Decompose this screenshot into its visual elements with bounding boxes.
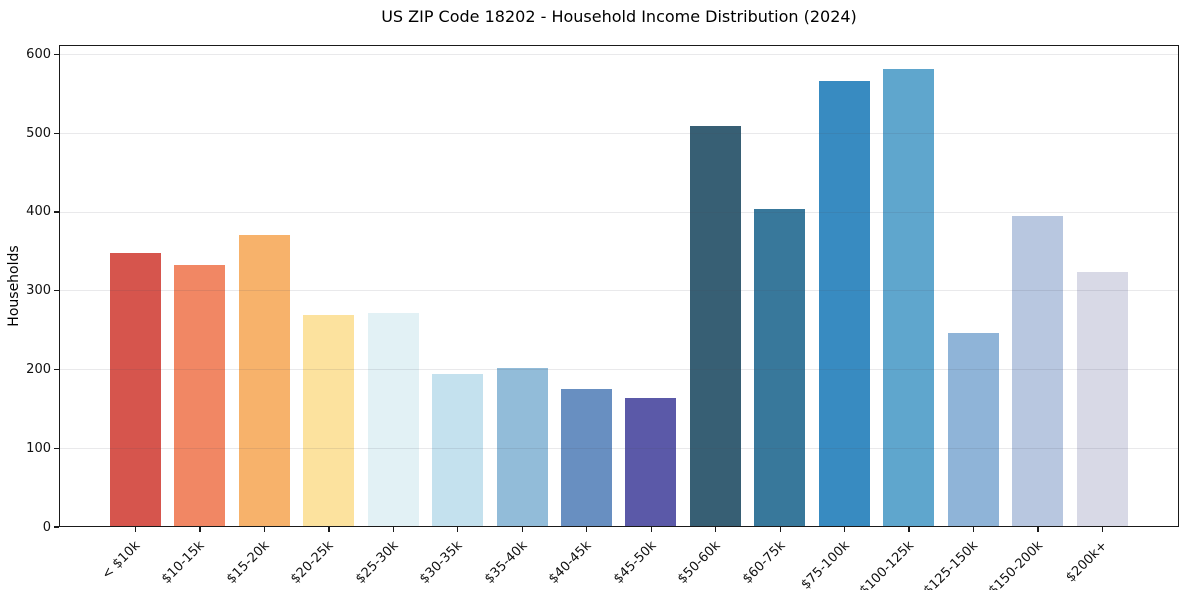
gridline-200 — [60, 369, 1178, 371]
x-tick-label: $40-45k — [546, 538, 595, 587]
y-tick-label-300: 300 — [26, 283, 51, 299]
y-tick-label-500: 500 — [26, 125, 51, 141]
gridline-300 — [60, 290, 1178, 292]
y-tick-label-600: 600 — [26, 46, 51, 62]
y-tick-label-400: 400 — [26, 204, 51, 220]
bar-100-125k — [883, 68, 935, 526]
x-tick-mark — [972, 527, 975, 532]
x-tick-label: $150-200k — [985, 538, 1046, 590]
bar-40-45k — [560, 389, 612, 526]
plot-area — [59, 45, 1179, 527]
x-axis-ticks: < $10k $10-15k $15-20k $20-25k $25-30k $30-35… — [59, 538, 1179, 590]
bar-75-100k — [818, 80, 870, 526]
gridline-600 — [60, 54, 1178, 56]
x-tick-mark — [392, 527, 394, 532]
x-tick-label: $200k+ — [1063, 538, 1111, 586]
bar-15-20k — [238, 235, 290, 526]
x-tick-label: $125-150k — [921, 538, 982, 590]
x-tick-mark — [1037, 527, 1039, 532]
x-tick-mark — [328, 527, 330, 532]
bar-150-200k — [1012, 216, 1064, 526]
x-tick-label: $60-75k — [739, 538, 789, 587]
x-tick-label: $45-50k — [610, 538, 660, 587]
y-tick-mark-200 — [54, 368, 59, 371]
y-tick-mark-600 — [54, 53, 59, 56]
y-tick-mark-500 — [54, 132, 59, 134]
x-tick-mark — [263, 527, 266, 532]
y-tick-mark-0 — [54, 526, 59, 528]
x-tick-label: $30-35k — [417, 538, 466, 587]
x-tick-label: $15-20k — [223, 538, 273, 587]
x-tick-label: $35-40k — [481, 538, 531, 587]
x-tick-label: $75-100k — [798, 538, 853, 590]
gridline-500 — [60, 132, 1178, 134]
bar-25-30k — [367, 313, 419, 526]
x-tick-mark — [521, 527, 523, 532]
x-tick-label: $20-25k — [288, 538, 337, 587]
bar-50-60k — [689, 125, 741, 526]
x-tick-label: < $10k — [99, 538, 144, 583]
x-tick-mark — [586, 527, 588, 532]
x-tick-mark — [908, 527, 910, 532]
x-tick-mark — [843, 527, 846, 532]
x-tick-label: $10-15k — [159, 538, 208, 587]
y-tick-mark-300 — [54, 290, 59, 292]
bar-45-50k — [625, 398, 677, 526]
x-tick-mark — [1101, 527, 1104, 532]
gridline-100 — [60, 447, 1178, 449]
bar-125-150k — [947, 332, 999, 526]
bar-200k+ — [1076, 272, 1128, 526]
y-tick-mark-100 — [54, 447, 59, 449]
gridline-400 — [60, 211, 1178, 213]
x-tick-label: $100-125k — [856, 538, 918, 590]
x-tick-label: $25-30k — [352, 538, 402, 587]
bar-10k — [109, 253, 161, 526]
x-tick-label: $50-60k — [675, 538, 724, 587]
y-tick-label-0: 0 — [42, 519, 51, 535]
x-tick-mark — [134, 527, 137, 532]
y-tick-label-200: 200 — [26, 361, 51, 377]
y-tick-label-100: 100 — [26, 440, 51, 456]
bar-35-40k — [496, 368, 548, 526]
bar-20-25k — [303, 314, 355, 526]
x-tick-mark — [199, 527, 201, 532]
chart-title: US ZIP Code 18202 - Household Income Dis… — [381, 7, 857, 26]
x-tick-mark — [779, 527, 781, 532]
bar-60-75k — [754, 209, 806, 526]
bar-10-15k — [174, 265, 226, 526]
bar-30-35k — [432, 373, 484, 526]
y-tick-mark-400 — [54, 211, 59, 213]
x-tick-mark — [650, 527, 652, 532]
x-tick-mark — [457, 527, 459, 532]
x-tick-mark — [715, 527, 717, 532]
